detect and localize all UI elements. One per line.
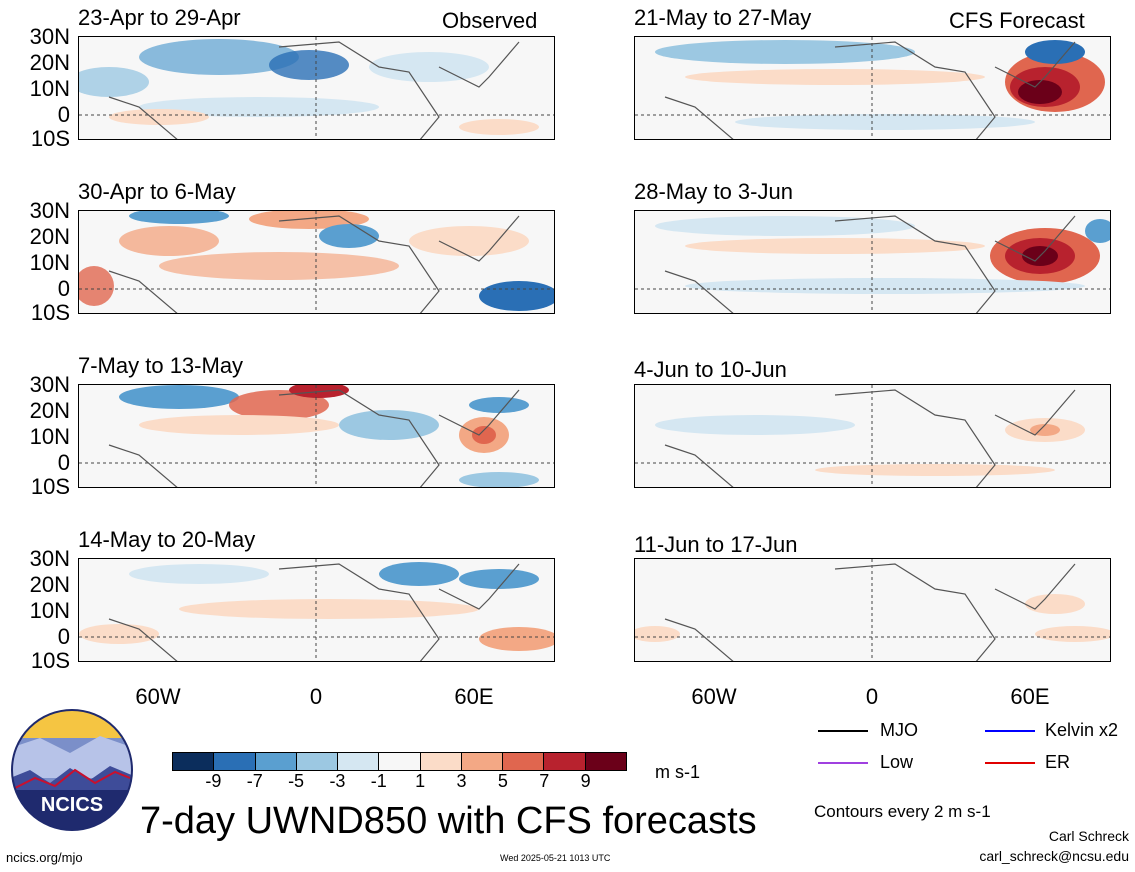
- colorbar-swatch: [420, 753, 462, 770]
- lat-label: 20N: [29, 572, 70, 597]
- lon-label: 0: [309, 684, 323, 709]
- lat-label: 0: [57, 102, 70, 127]
- colorbar-swatch: [255, 753, 297, 770]
- colorbar-tick: -1: [370, 771, 387, 791]
- colorbar-tick: -7: [246, 771, 263, 791]
- legend-er: ER: [1045, 752, 1071, 772]
- colorbar-swatch: [173, 753, 215, 770]
- panel-title: 4-Jun to 10-Jun: [634, 357, 787, 382]
- lat-label: 0: [57, 276, 70, 301]
- colorbar-swatch: [544, 753, 586, 770]
- wind-map: [635, 559, 1110, 661]
- colorbar: [172, 752, 627, 771]
- lon-label: 60W: [691, 684, 737, 709]
- ncics-logo: NCICS: [10, 708, 134, 832]
- footer-author: Carl Schreck: [1048, 828, 1129, 844]
- main-title: 7-day UWND850 with CFS forecasts: [140, 800, 757, 842]
- panel-title: 11-Jun to 17-Jun: [634, 532, 798, 557]
- lat-label: 10S: [30, 126, 70, 151]
- observed-tag: Observed: [442, 8, 538, 33]
- low-line: [818, 762, 868, 764]
- lat-label: 10N: [29, 76, 70, 101]
- lon-label: 60W: [135, 684, 181, 709]
- colorbar-swatch: [585, 753, 626, 770]
- map-panel-r4: [634, 558, 1111, 662]
- colorbar-swatch: [338, 753, 380, 770]
- forecast-tag: CFS Forecast: [949, 8, 1085, 33]
- wind-map: [635, 37, 1110, 139]
- colorbar-swatch: [503, 753, 545, 770]
- colorbar-tick: 9: [580, 771, 591, 791]
- map-panel-r3: [634, 384, 1111, 488]
- legend-mjo: MJO: [880, 720, 918, 740]
- lat-label: 0: [57, 624, 70, 649]
- wind-map: [635, 385, 1110, 487]
- lat-label: 10S: [30, 648, 70, 673]
- panel-title: 7-May to 13-May: [78, 353, 244, 378]
- lon-label: 0: [865, 684, 879, 709]
- footer-email: carl_schreck@ncsu.edu: [979, 848, 1129, 864]
- map-panel-l3: [78, 384, 555, 488]
- colorbar-swatch: [214, 753, 256, 770]
- logo-text: NCICS: [41, 794, 103, 816]
- lat-label: 20N: [29, 50, 70, 75]
- lat-label: 10N: [29, 424, 70, 449]
- colorbar-swatch: [461, 753, 504, 770]
- map-panel-l2: [78, 210, 555, 314]
- panel-title: 30-Apr to 6-May: [78, 179, 236, 204]
- kelvin-line: [985, 730, 1035, 732]
- panel-title: 21-May to 27-May: [634, 5, 812, 30]
- lat-label: 30N: [29, 24, 70, 49]
- map-panel-l4: [78, 558, 555, 662]
- colorbar-swatch: [296, 753, 339, 770]
- legend-kelvin: Kelvin x2: [1045, 720, 1119, 740]
- legend-low: Low: [880, 752, 914, 772]
- colorbar-tick: 3: [456, 771, 467, 791]
- colorbar-tick: -3: [329, 771, 346, 791]
- lat-label: 30N: [29, 546, 70, 571]
- wind-map: [79, 559, 554, 661]
- wind-map: [79, 211, 554, 313]
- wind-map: [79, 37, 554, 139]
- lat-label: 10S: [30, 474, 70, 499]
- lon-label: 60E: [1010, 684, 1050, 709]
- lat-label: 10N: [29, 250, 70, 275]
- wind-map: [635, 211, 1110, 313]
- lat-label: 10N: [29, 598, 70, 623]
- panel-title: 28-May to 3-Jun: [634, 179, 793, 204]
- lat-label: 20N: [29, 398, 70, 423]
- colorbar-tick: -5: [288, 771, 305, 791]
- footer-url: ncics.org/mjo: [6, 850, 83, 865]
- footer-timestamp: Wed 2025-05-21 1013 UTC: [500, 853, 611, 863]
- lat-label: 10S: [30, 300, 70, 325]
- lat-label: 30N: [29, 372, 70, 397]
- colorbar-swatch: [379, 753, 421, 770]
- panel-title: 14-May to 20-May: [78, 527, 256, 552]
- mjo-line: [818, 730, 868, 732]
- map-panel-r1: [634, 36, 1111, 140]
- panel-title: 23-Apr to 29-Apr: [78, 5, 241, 30]
- er-line: [985, 762, 1035, 764]
- map-panel-r2: [634, 210, 1111, 314]
- lat-label: 20N: [29, 224, 70, 249]
- colorbar-tick: 7: [539, 771, 550, 791]
- colorbar-tick: 1: [415, 771, 426, 791]
- map-panel-l1: [78, 36, 555, 140]
- colorbar-units: m s-1: [655, 762, 700, 782]
- wind-map: [79, 385, 554, 487]
- lat-label: 0: [57, 450, 70, 475]
- colorbar-tick: -9: [205, 771, 222, 791]
- colorbar-tick: 5: [497, 771, 508, 791]
- lat-label: 30N: [29, 198, 70, 223]
- lon-label: 60E: [454, 684, 494, 709]
- contours-note: Contours every 2 m s-1: [814, 802, 991, 821]
